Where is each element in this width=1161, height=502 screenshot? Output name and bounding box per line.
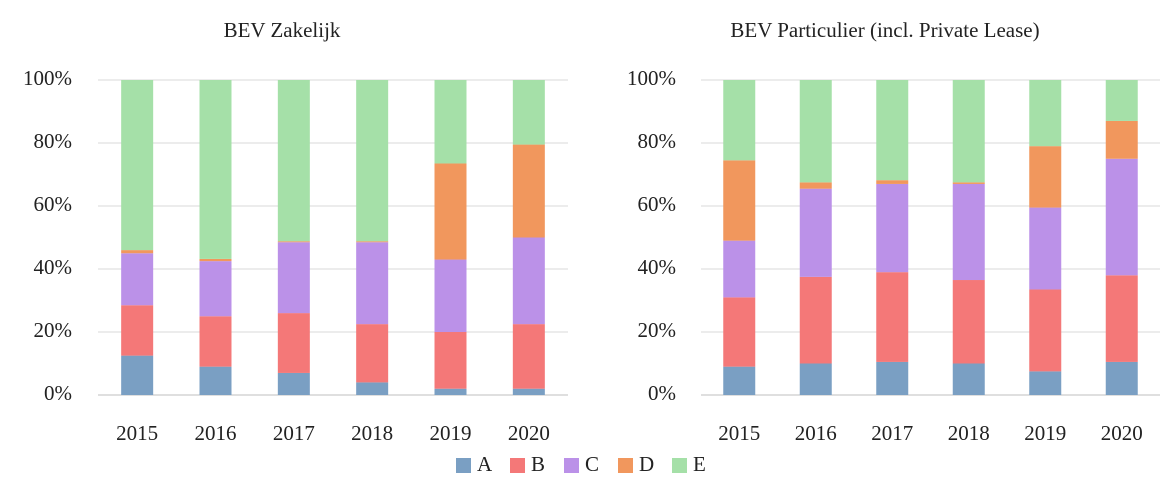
bar-segment [277,80,310,242]
x-tick-label: 2016 [795,421,837,445]
bar-segment [199,316,232,367]
bar-segment [434,388,467,395]
x-tick-label: 2020 [508,421,550,445]
y-tick-label: 60% [638,192,677,216]
bar-segment [277,242,310,314]
y-tick-label: 0% [648,381,676,405]
x-tick-label: 2018 [948,421,990,445]
y-tick-label: 20% [638,318,677,342]
bar-segment [876,272,909,362]
bar-segment [723,160,756,241]
bar-segment [1029,289,1062,372]
legend-label: B [531,452,545,476]
bar-segment [356,80,389,242]
bar-segment [952,280,985,364]
y-tick-label: 100% [23,66,72,90]
bar-segment [199,261,232,317]
bar-segment [121,253,154,306]
bar-segment [876,361,909,395]
x-tick-label: 2015 [116,421,158,445]
bar-segment [434,259,467,332]
bar-segment [723,297,756,367]
bar-segment [799,188,832,277]
bar-segment [512,324,545,389]
legend-label: D [639,452,654,476]
bar-segment [799,80,832,183]
x-tick-label: 2017 [871,421,913,445]
bar-segment [121,305,154,356]
y-tick-label: 40% [34,255,73,279]
bar-segment [1105,80,1138,121]
bar-segment [1105,275,1138,362]
bar-segment [1029,371,1062,395]
bar-segment [121,250,154,254]
x-tick-label: 2018 [351,421,393,445]
x-tick-label: 2020 [1101,421,1143,445]
y-tick-label: 40% [638,255,677,279]
bar-segment [876,80,909,181]
bar-segment [199,366,232,395]
bar-segment [356,382,389,395]
bar-segment [356,324,389,383]
bar-segment [799,182,832,189]
bar-segment [121,80,154,251]
x-tick-label: 2019 [1024,421,1066,445]
bar-segment [952,363,985,395]
y-tick-label: 80% [638,129,677,153]
bar-segment [277,372,310,395]
bar-segment [952,183,985,281]
bar-segment [1105,158,1138,276]
bar-segment [434,332,467,389]
bar-segment [512,80,545,145]
bar-segment [1029,207,1062,290]
legend-swatch [672,458,687,473]
bar-segment [277,313,310,373]
bar-segment [277,241,310,243]
legend-label: E [693,452,706,476]
bar-segment [876,180,909,184]
bar-segment [434,80,467,164]
y-tick-label: 100% [627,66,676,90]
bar-segment [1105,361,1138,395]
bar-segment [1105,120,1138,159]
bar-segment [723,366,756,395]
legend-swatch [456,458,471,473]
y-tick-label: 0% [44,381,72,405]
legend-label: A [477,452,493,476]
bar-segment [199,258,232,262]
bar-segment [356,241,389,243]
bar-segment [723,240,756,298]
bar-segment [512,144,545,238]
bar-segment [512,237,545,325]
x-tick-label: 2017 [273,421,315,445]
x-tick-label: 2019 [430,421,472,445]
bar-segment [1029,146,1062,208]
y-tick-label: 20% [34,318,73,342]
bar-segment [121,355,154,395]
legend-swatch [618,458,633,473]
bar-segment [799,363,832,395]
y-tick-label: 80% [34,129,73,153]
bar-segment [356,242,389,325]
bar-segment [952,80,985,183]
legend-label: C [585,452,599,476]
bar-segment [952,182,985,184]
bar-segment [723,80,756,161]
bar-segment [199,80,232,259]
chart-title: BEV Particulier (incl. Private Lease) [730,18,1039,42]
legend-swatch [510,458,525,473]
bar-segment [799,276,832,364]
chart-title: BEV Zakelijk [224,18,341,42]
bar-segment [1029,80,1062,147]
legend-swatch [564,458,579,473]
x-tick-label: 2015 [718,421,760,445]
bar-segment [434,163,467,260]
x-tick-label: 2016 [195,421,237,445]
bar-segment [876,183,909,273]
y-tick-label: 60% [34,192,73,216]
bar-segment [512,388,545,395]
